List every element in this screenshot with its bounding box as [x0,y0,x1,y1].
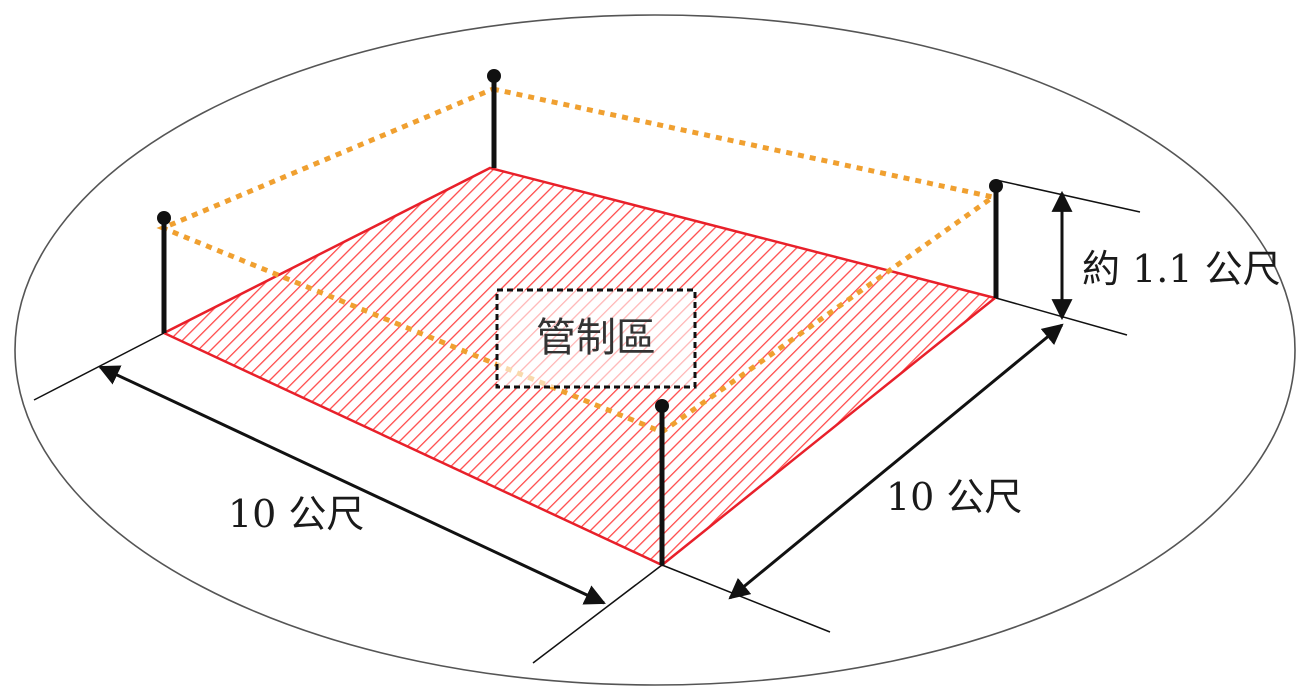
height-label: 約 1.1 公尺 [1082,247,1281,291]
post-left-cap [157,211,171,225]
boundary-ellipse [14,14,1296,686]
width-label: 10 公尺 [228,492,364,536]
width-dimension-arrow [98,365,606,605]
post-front-cap [655,399,669,413]
depth-dimension-arrow [728,323,1064,600]
post-right-cap [989,179,1003,193]
zone-label-box [495,288,697,389]
depth-label: 10 公尺 [886,475,1022,519]
post-back-cap [487,69,501,83]
posts [157,69,1003,565]
zone-label: 管制區 [536,315,656,361]
